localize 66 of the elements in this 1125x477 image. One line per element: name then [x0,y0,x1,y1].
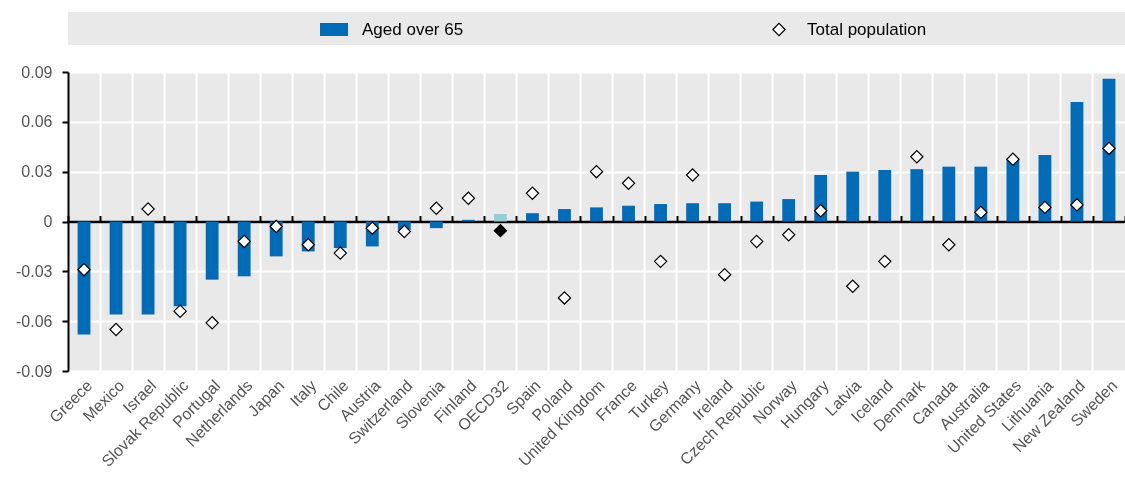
point [301,238,315,252]
point [653,254,668,269]
legend-label: Total population [807,19,927,39]
bar [494,214,507,222]
y-tick-label: 0.09 [21,63,53,81]
bar [141,221,155,315]
point [557,291,572,305]
point [493,223,508,238]
point [269,219,283,234]
bar [205,221,219,280]
bar [782,199,796,222]
point [77,262,91,277]
point [717,267,732,282]
bar [429,221,443,229]
bar [1102,78,1116,222]
point [141,202,155,216]
point [781,228,796,242]
bar [654,204,667,222]
point [1102,141,1116,156]
point [589,164,604,179]
bar [846,171,860,222]
bar [878,170,892,222]
bar [718,203,732,222]
bar [686,203,699,222]
point [1070,198,1084,212]
point [685,168,700,182]
legend-label: Aged over 65 [362,19,464,39]
bar [77,221,91,335]
bar [1070,101,1084,222]
bar [910,169,924,222]
y-tick-label: 0.06 [21,113,53,131]
point [109,322,123,337]
point [205,316,219,330]
point [1038,200,1052,215]
point [974,205,988,220]
bar [173,221,187,307]
point [878,254,892,269]
y-tick-label: 0.03 [21,163,53,181]
bar [590,207,603,222]
point [621,176,636,191]
point [749,234,764,249]
point [910,149,924,164]
point [237,234,251,249]
bar [558,209,571,222]
bar [622,205,635,222]
point [333,246,347,260]
point [397,224,412,239]
y-tick-label: -0.09 [16,362,53,380]
bar [333,221,347,249]
y-tick-label: -0.03 [16,262,53,280]
point [525,186,540,200]
point [173,304,187,318]
point [429,201,444,215]
bar [526,213,539,222]
y-tick-label: -0.06 [16,312,53,330]
point [846,279,860,294]
y-tick-label: 0 [43,213,53,230]
bar [942,166,956,222]
point [813,203,828,218]
bar [1006,159,1020,222]
bar [750,201,764,222]
bar [109,221,123,315]
point [365,221,380,235]
point [942,238,956,252]
point [1006,152,1020,166]
point [461,191,476,205]
